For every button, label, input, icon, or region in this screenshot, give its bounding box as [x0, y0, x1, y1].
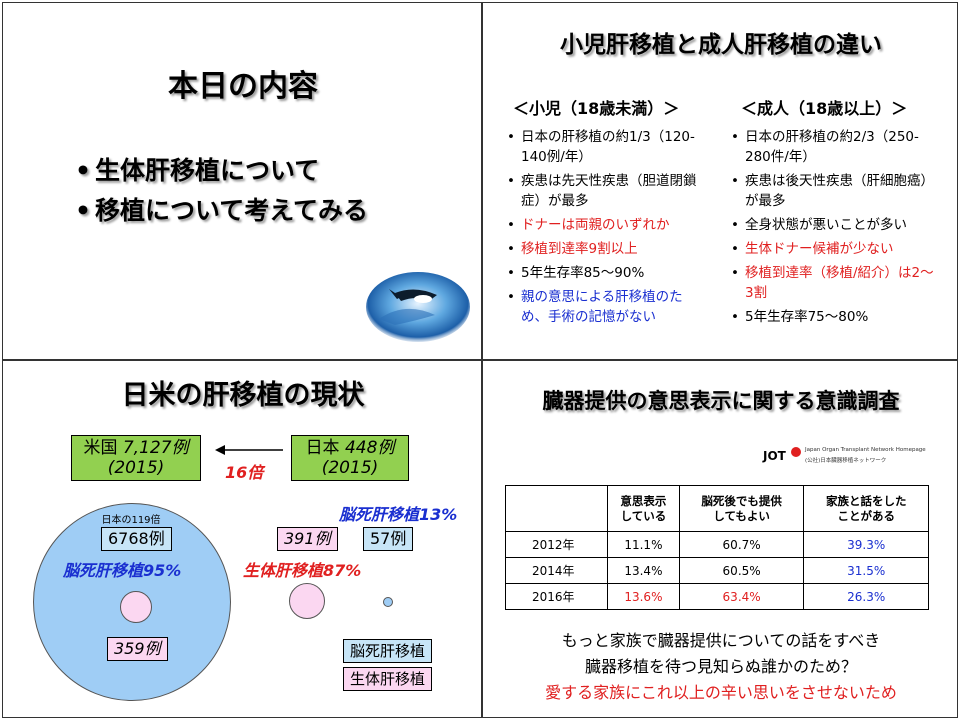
us-brain-dead-count: 6768例 [101, 527, 172, 551]
value-cell: 13.4% [607, 557, 680, 584]
bullet-item: 親の意思による肝移植のため、手術の記憶がない [505, 287, 705, 327]
year-cell: 2014年 [505, 557, 608, 584]
japan-living-circle [289, 583, 325, 619]
bullet-item: 生体ドナー候補が少ない [729, 239, 935, 259]
survey-title: 臓器提供の意思表示に関する意識調査 [542, 389, 900, 413]
japan-count: 448例 [344, 438, 395, 458]
japan-brain-dead-circle [383, 597, 393, 607]
table-row: 2012年 11.1% 60.7% 39.3% [505, 531, 929, 558]
japan-living-label: 生体肝移植87% [243, 561, 362, 580]
message-line: もっと家族で臓器提供についての話をすべき [561, 631, 881, 650]
bullet-item: 全身状態が悪いことが多い [729, 215, 935, 235]
agenda-title: 本日の内容 [168, 69, 318, 104]
child-list: 日本の肝移植の約1/3（120-140例/年）疾患は先天性疾患（胆道閉鎖症）が最… [505, 127, 705, 331]
us-ratio-label: 日本の119倍 [101, 515, 161, 526]
value-cell: 13.6% [607, 583, 680, 610]
table-row: 2016年 13.6% 63.4% 26.3% [505, 583, 929, 610]
survey-table: 意思表示 している 脳死後でも提供 してもよい 家族と話をした ことがある 2012年… [505, 485, 929, 610]
status-title: 日米の肝移植の現状 [121, 380, 365, 411]
japan-brain-dead-label: 脳死肝移植13% [339, 505, 458, 524]
year-cell: 2012年 [505, 531, 608, 558]
legend-living: 生体肝移植 [343, 667, 433, 691]
value-cell: 26.3% [803, 583, 929, 610]
table-header-cell: 脳死後でも提供 してもよい [678, 485, 805, 532]
bullet-item: 5年生存率85～90% [505, 263, 705, 283]
bullet-item: 日本の肝移植の約2/3（250-280件/年） [729, 127, 935, 167]
bullet-item: 疾患は先天性疾患（胆道閉鎖症）が最多 [505, 171, 705, 211]
value-cell: 39.3% [803, 531, 929, 558]
value-cell: 11.1% [607, 531, 680, 558]
value-cell: 31.5% [803, 557, 929, 584]
us-year: (2015) [107, 458, 165, 478]
us-living-count: 359例 [107, 637, 168, 661]
child-heading: ＜小児（18歳未満）＞ [513, 99, 680, 118]
japan-living-count: 391例 [277, 527, 338, 551]
table-header-row: 意思表示 している 脳死後でも提供 してもよい 家族と話をした ことがある [505, 485, 929, 532]
ratio-16x: 16倍 [225, 463, 264, 482]
us-brain-dead-label: 脳死肝移植95% [63, 561, 182, 580]
us-total-box: 米国 7,127例 (2015) [71, 435, 201, 481]
table-row: 2014年 13.4% 60.5% 31.5% [505, 557, 929, 584]
adult-heading: ＜成人（18歳以上）＞ [741, 99, 908, 118]
bullet-item: 疾患は後天性疾患（肝細胞癌）が最多 [729, 171, 935, 211]
table-header-cell: 家族と話をした ことがある [803, 485, 929, 532]
value-cell: 60.5% [678, 557, 805, 584]
jot-mark-icon [791, 447, 801, 457]
value-cell: 63.4% [678, 583, 805, 610]
legend-brain-dead: 脳死肝移植 [343, 639, 433, 663]
bullet-item: 日本の肝移植の約1/3（120-140例/年） [505, 127, 705, 167]
agenda-item: 生体肝移植について [75, 151, 368, 191]
agenda-item: 移植について考えてみる [75, 191, 368, 231]
slide-agenda: 本日の内容 生体肝移植について 移植について考えてみる [2, 2, 482, 360]
jot-logo: JOT Japan Organ Transplant Network Homep… [763, 447, 943, 469]
slide-donation-survey: 臓器提供の意思表示に関する意識調査 JOT Japan Organ Transp… [482, 360, 958, 718]
japan-year: (2015) [321, 458, 379, 478]
japan-brain-dead-count: 57例 [363, 527, 414, 551]
bullet-item: 移植到達率（移植/紹介）は2～3割 [729, 263, 935, 303]
us-living-circle [120, 591, 152, 623]
japan-total-box: 日本 448例 (2015) [291, 435, 409, 481]
penguin-image [366, 272, 470, 342]
bullet-item: ドナーは両親のいずれか [505, 215, 705, 235]
message-line: 愛する家族にこれ以上の辛い思いをさせないため [545, 683, 897, 702]
agenda-list: 生体肝移植について 移植について考えてみる [75, 151, 368, 231]
message-line: 臓器移植を待つ見知らぬ誰かのため？ [584, 657, 857, 676]
table-header-cell [505, 485, 608, 532]
us-count: 7,127例 [122, 438, 189, 458]
jot-name: Japan Organ Transplant Network Homepage [805, 447, 926, 453]
adult-list: 日本の肝移植の約2/3（250-280件/年）疾患は後天性疾患（肝細胞癌）が最多… [729, 127, 935, 331]
jot-sub: (公社)日本臓器移植ネットワーク [805, 458, 887, 464]
comparison-arrow-icon [215, 445, 283, 455]
comparison-title: 小児肝移植と成人肝移植の違い [560, 32, 882, 58]
value-cell: 60.7% [678, 531, 805, 558]
japan-country: 日本 [305, 438, 340, 458]
bullet-item: 移植到達率9割以上 [505, 239, 705, 259]
jot-abbr: JOT [763, 449, 786, 463]
slide-pediatric-vs-adult: 小児肝移植と成人肝移植の違い ＜小児（18歳未満）＞ ＜成人（18歳以上）＞ 日… [482, 2, 958, 360]
year-cell: 2016年 [505, 583, 608, 610]
table-header-cell: 意思表示 している [607, 485, 680, 532]
us-country: 米国 [83, 438, 118, 458]
bullet-item: 5年生存率75～80% [729, 307, 935, 327]
slide-japan-us-status: 日米の肝移植の現状 米国 7,127例 (2015) 16倍 日本 448例 (… [2, 360, 482, 718]
